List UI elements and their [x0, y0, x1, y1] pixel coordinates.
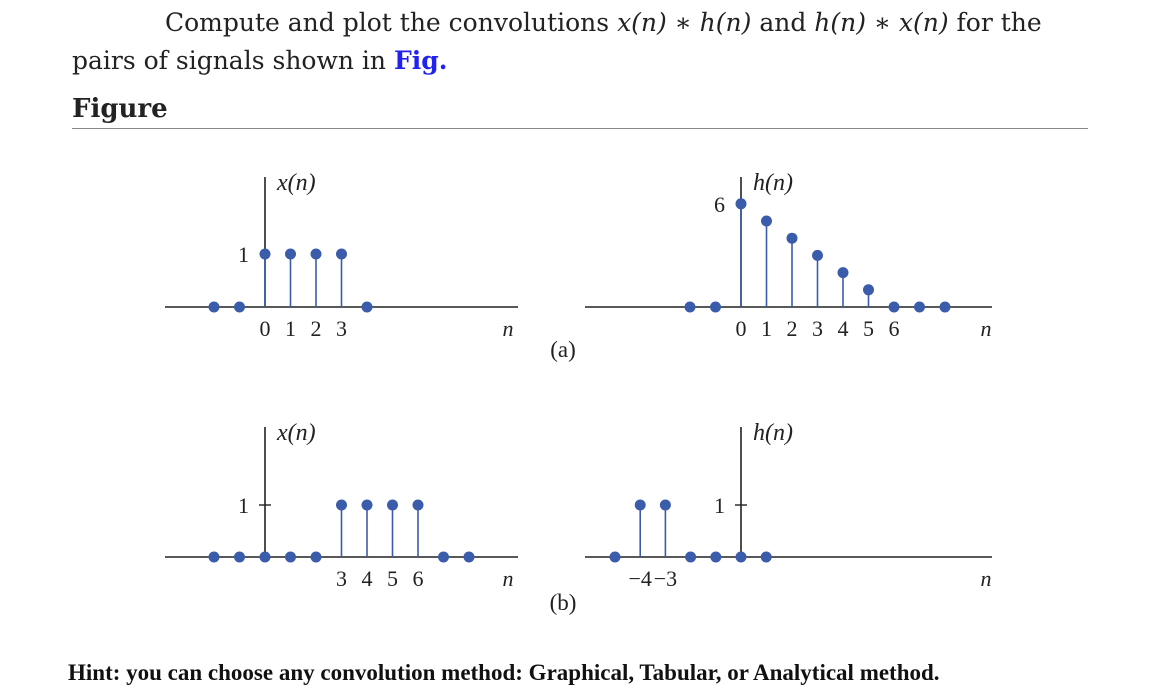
sample-a-h-n8 [939, 301, 951, 313]
sample-b-h-n-3 [659, 499, 671, 511]
sample-a-x-n-1 [234, 301, 245, 313]
axis-variable-a-h: n [981, 316, 992, 341]
y-tick-label-b-h: 1 [714, 493, 725, 518]
sample-a-h-n2 [786, 232, 798, 244]
x-tick-label-a-x-n2: 2 [311, 316, 322, 341]
plot-title-a-x: x(n) [276, 170, 316, 196]
sample-a-h-n7 [914, 301, 925, 313]
sample-a-h-n6 [888, 301, 900, 313]
sample-a-h-n3 [812, 249, 823, 261]
sample-b-x-n2 [310, 551, 322, 563]
sample-b-x-n4 [361, 499, 373, 511]
sample-a-x-n0 [259, 248, 271, 260]
plot-title-a-h: h(n) [753, 170, 793, 196]
y-tick-label-a-x: 1 [238, 242, 249, 267]
axis-variable-a-x: n [503, 316, 514, 341]
y-tick-label-a-h: 6 [714, 192, 725, 217]
sample-b-h-n-5 [609, 551, 621, 563]
sample-b-x-n7 [438, 551, 449, 563]
plot-title-b-h: h(n) [753, 420, 793, 446]
expr-h-conv-x: h(n) ∗ x(n) [814, 8, 949, 37]
sample-b-h-n-4 [634, 499, 646, 511]
figure-heading: Figure [72, 94, 168, 124]
problem-text-line2: pairs of signals shown in [72, 46, 394, 75]
sample-b-h-n0 [735, 551, 747, 563]
sample-a-x-n1 [285, 248, 296, 260]
x-tick-label-b-x-n5: 5 [387, 566, 398, 591]
sample-b-h-n-1 [710, 551, 722, 563]
x-tick-label-a-h-n0: 0 [736, 316, 747, 341]
x-tick-label-b-h-n−3: −3 [654, 566, 677, 591]
sample-b-h-n1 [760, 551, 772, 563]
sample-a-h-n-1 [710, 301, 721, 313]
x-tick-label-b-x-n4: 4 [362, 566, 373, 591]
x-tick-label-b-x-n6: 6 [413, 566, 424, 591]
hint-text: Hint: you can choose any convolution met… [68, 660, 940, 685]
expr-x-conv-h: x(n) ∗ h(n) [617, 8, 752, 37]
sample-b-x-n8 [463, 551, 475, 563]
sample-a-h-n4 [837, 267, 849, 279]
x-tick-label-a-x-n0: 0 [260, 316, 271, 341]
sample-b-x-n3 [336, 499, 347, 511]
x-tick-label-a-h-n2: 2 [787, 316, 798, 341]
x-tick-label-a-h-n3: 3 [812, 316, 823, 341]
figure-divider [72, 128, 1088, 129]
sample-a-x-n-2 [208, 301, 220, 313]
sample-b-x-n0 [259, 551, 271, 563]
problem-text-start: Compute and plot the convolutions [165, 8, 618, 37]
x-tick-label-a-h-n6: 6 [889, 316, 900, 341]
sample-a-h-n-2 [684, 301, 696, 313]
plot-title-b-x: x(n) [276, 420, 316, 446]
sample-b-x-n1 [285, 551, 296, 563]
problem-text-and: and [751, 8, 815, 37]
x-tick-label-a-h-n1: 1 [761, 316, 772, 341]
sample-a-x-n3 [336, 248, 347, 260]
problem-statement: Compute and plot the convolutions x(n) ∗… [72, 4, 1092, 80]
sample-a-h-n1 [761, 215, 772, 227]
panel-label-a: (a) [550, 337, 576, 362]
problem-text-for: for the [948, 8, 1042, 37]
axis-variable-b-x: n [503, 566, 514, 591]
sample-b-x-n-1 [234, 551, 245, 563]
sample-a-h-n5 [863, 284, 874, 296]
x-tick-label-a-x-n1: 1 [285, 316, 296, 341]
x-tick-label-b-h-n−4: −4 [628, 566, 651, 591]
panel-label-b: (b) [550, 590, 577, 615]
sample-b-h-n-2 [685, 551, 697, 563]
sample-a-x-n2 [310, 248, 322, 260]
sample-b-x-n5 [387, 499, 398, 511]
x-tick-label-b-x-n3: 3 [336, 566, 347, 591]
x-tick-label-a-x-n3: 3 [336, 316, 347, 341]
sample-a-x-n4 [361, 301, 373, 313]
x-tick-label-a-h-n5: 5 [863, 316, 874, 341]
sample-b-x-n6 [412, 499, 424, 511]
figure-link[interactable]: Fig. [393, 46, 448, 75]
sample-b-x-n-2 [208, 551, 220, 563]
y-tick-label-b-x: 1 [238, 493, 249, 518]
axis-variable-b-h: n [981, 566, 992, 591]
sample-a-h-n0 [735, 198, 747, 210]
x-tick-label-a-h-n4: 4 [838, 316, 849, 341]
